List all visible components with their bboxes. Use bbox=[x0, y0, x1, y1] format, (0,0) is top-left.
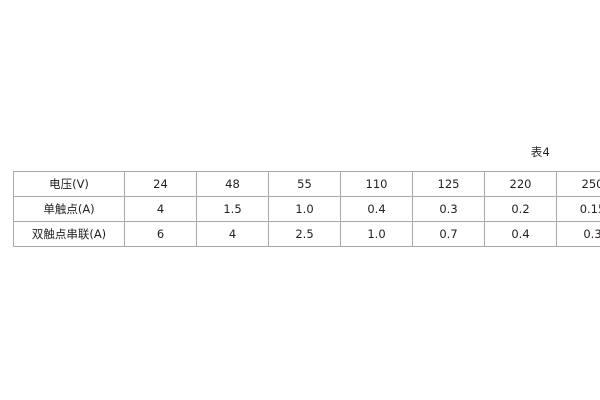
table-caption: 表4 bbox=[530, 145, 550, 159]
table-row: 双触点串联(A) 6 4 2.5 1.0 0.7 0.4 0.3 bbox=[13, 221, 600, 247]
cell-single-contact-6: 0.2 bbox=[484, 196, 557, 222]
row-label-single-contact: 单触点(A) bbox=[13, 196, 125, 222]
table-row: 电压(V) 24 48 55 110 125 220 250 bbox=[13, 171, 600, 197]
cell-single-contact-2: 1.5 bbox=[196, 196, 269, 222]
cell-single-contact-4: 0.4 bbox=[340, 196, 413, 222]
cell-voltage-1: 24 bbox=[124, 171, 197, 197]
cell-voltage-5: 125 bbox=[412, 171, 485, 197]
cell-voltage-7: 250 bbox=[556, 171, 600, 197]
cell-voltage-6: 220 bbox=[484, 171, 557, 197]
cell-dual-contact-series-4: 1.0 bbox=[340, 221, 413, 247]
cell-single-contact-7: 0.15 bbox=[556, 196, 600, 222]
row-label-dual-contact-series: 双触点串联(A) bbox=[13, 221, 125, 247]
cell-single-contact-3: 1.0 bbox=[268, 196, 341, 222]
cell-single-contact-5: 0.3 bbox=[412, 196, 485, 222]
cell-voltage-4: 110 bbox=[340, 171, 413, 197]
cell-dual-contact-series-1: 6 bbox=[124, 221, 197, 247]
contact-rating-table: 电压(V) 24 48 55 110 125 220 250 单触点(A) 4 … bbox=[13, 171, 600, 247]
cell-voltage-3: 55 bbox=[268, 171, 341, 197]
table-body: 电压(V) 24 48 55 110 125 220 250 单触点(A) 4 … bbox=[13, 171, 600, 247]
cell-single-contact-1: 4 bbox=[124, 196, 197, 222]
cell-dual-contact-series-2: 4 bbox=[196, 221, 269, 247]
cell-dual-contact-series-6: 0.4 bbox=[484, 221, 557, 247]
cell-dual-contact-series-5: 0.7 bbox=[412, 221, 485, 247]
table-row: 单触点(A) 4 1.5 1.0 0.4 0.3 0.2 0.15 bbox=[13, 196, 600, 222]
cell-dual-contact-series-3: 2.5 bbox=[268, 221, 341, 247]
cell-dual-contact-series-7: 0.3 bbox=[556, 221, 600, 247]
row-label-voltage: 电压(V) bbox=[13, 171, 125, 197]
cell-voltage-2: 48 bbox=[196, 171, 269, 197]
